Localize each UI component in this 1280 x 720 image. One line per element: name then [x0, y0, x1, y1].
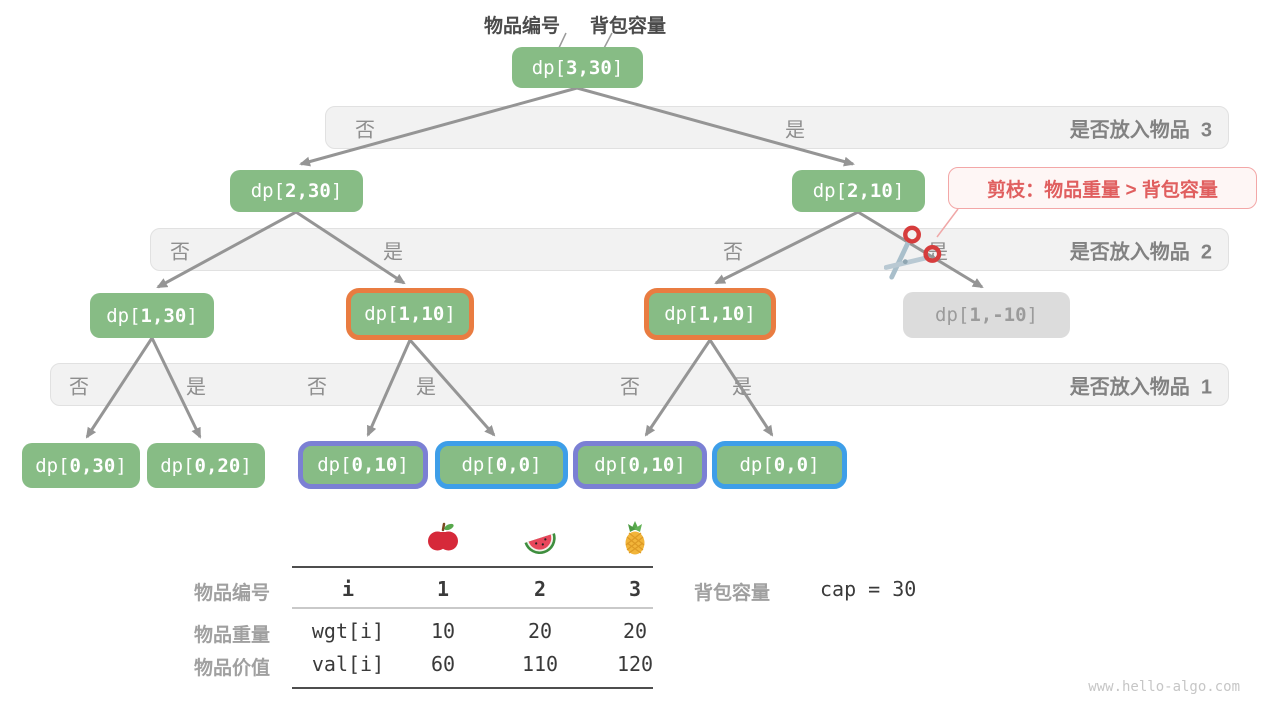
tree-node-dp-2-10: dp[2,10] — [792, 170, 925, 212]
tree-node-dp-0-10-highlight-purple: dp[0,10] — [573, 441, 707, 489]
node-text: dp[ — [531, 56, 567, 79]
node-text: dp[ — [364, 303, 399, 325]
node-value: 0,20 — [194, 454, 241, 477]
node-text: ] — [1026, 304, 1038, 326]
node-text: ] — [444, 303, 456, 325]
tree-node-dp-0-0-highlight-blue: dp[0,0] — [712, 441, 847, 489]
table-cell: 60 — [430, 652, 456, 676]
decision-label-no: 否 — [355, 119, 375, 141]
node-text: dp[ — [594, 454, 629, 476]
table-header-val: val[i] — [311, 652, 385, 676]
node-value: 0,10 — [628, 454, 675, 476]
table-header-i: i — [341, 577, 355, 601]
tree-node-dp-0-0-highlight-blue: dp[0,0] — [435, 441, 568, 489]
node-value: 0,30 — [69, 454, 116, 477]
pineapple-icon — [625, 521, 645, 555]
table-cell: 10 — [430, 619, 456, 643]
node-value: 2,10 — [847, 180, 893, 202]
item-number-label: 物品编号 — [484, 16, 561, 37]
table-cell: 120 — [616, 652, 654, 676]
node-value: 1,30 — [140, 304, 187, 327]
tree-node-dp-0-20: dp[0,20] — [147, 443, 265, 488]
node-value: 1,10 — [398, 303, 445, 325]
table-header-wgt: wgt[i] — [311, 619, 385, 643]
tree-node-dp-1-10-highlight-orange: dp[1,10] — [346, 288, 474, 340]
node-text: ] — [240, 454, 252, 477]
table-row-label-item-value: 物品价值 — [193, 658, 270, 679]
table-cell: 2 — [533, 577, 547, 601]
node-text: dp[ — [317, 454, 352, 476]
table-cell: 1 — [436, 577, 450, 601]
decision-label-no: 否 — [170, 241, 190, 263]
decision-label-yes: 是 — [785, 119, 805, 141]
node-text: ] — [808, 454, 820, 476]
table-cell: 20 — [622, 619, 648, 643]
node-text: ] — [744, 303, 756, 325]
apple-icon — [428, 522, 458, 551]
node-value: 0,0 — [773, 454, 809, 476]
decision-bar-title: 是否放入物品 2 — [1069, 241, 1212, 263]
node-text: ] — [330, 180, 343, 202]
tree-node-dp-2-30: dp[2,30] — [230, 170, 363, 212]
node-text: ] — [186, 304, 198, 327]
tree-edges — [85, 32, 984, 439]
table-row-label-item-number: 物品编号 — [193, 583, 270, 604]
node-value: 2,30 — [285, 180, 331, 202]
node-text: dp[ — [461, 454, 496, 476]
tree-node-dp-1-neg10-pruned: dp[1,-10] — [903, 292, 1070, 338]
node-value: 3,30 — [566, 56, 612, 79]
table-cell: 110 — [521, 652, 559, 676]
capacity-label: 背包容量 — [590, 16, 667, 37]
node-text: ] — [611, 56, 624, 79]
decision-label-no: 否 — [620, 376, 640, 398]
watermelon-icon — [524, 533, 556, 554]
decision-label-no: 否 — [723, 241, 743, 263]
node-value: 0,10 — [351, 454, 398, 476]
decision-label-yes: 是 — [186, 376, 206, 398]
table-cell: 3 — [628, 577, 642, 601]
decision-label-yes: 是 — [416, 376, 436, 398]
tree-node-dp-1-30: dp[1,30] — [90, 293, 214, 338]
decision-bar-title: 是否放入物品 3 — [1069, 119, 1212, 141]
decision-bar-title: 是否放入物品 1 — [1069, 376, 1212, 398]
table-rule-bottom — [292, 687, 653, 689]
tree-node-dp-0-10-highlight-purple: dp[0,10] — [298, 441, 428, 489]
table-rule-mid — [292, 607, 653, 609]
table-row-label-item-weight: 物品重量 — [193, 625, 270, 646]
node-text: ] — [115, 454, 127, 477]
table-cell: 20 — [527, 619, 553, 643]
prune-annotation: 剪枝：物品重量 > 背包容量 — [948, 167, 1257, 209]
node-value: 1,-10 — [969, 304, 1027, 326]
node-text: dp[ — [106, 304, 141, 327]
node-text: dp[ — [35, 454, 70, 477]
root-annotation: 物品编号 背包容量 — [484, 11, 666, 38]
node-text: dp[ — [812, 180, 848, 202]
node-text: ] — [530, 454, 542, 476]
watermark: www.hello-algo.com — [1088, 679, 1240, 695]
decision-label-yes: 是 — [383, 241, 403, 263]
tree-node-dp-3-30: dp[3,30] — [512, 47, 643, 88]
node-text: dp[ — [250, 180, 286, 202]
node-text: dp[ — [664, 303, 699, 325]
scissors-icon — [884, 225, 942, 280]
decision-label-no: 否 — [307, 376, 327, 398]
node-value: 0,0 — [495, 454, 531, 476]
node-text: dp[ — [739, 454, 774, 476]
node-value: 1,10 — [698, 303, 745, 325]
node-text: dp[ — [935, 304, 970, 326]
decision-bar-item-1: 否 是 否 是 否 是 是否放入物品 1 — [50, 363, 1229, 406]
decision-label-no: 否 — [69, 376, 89, 398]
node-text: ] — [674, 454, 686, 476]
prune-annotation-text: 剪枝：物品重量 > 背包容量 — [987, 179, 1218, 201]
node-text: dp[ — [160, 454, 195, 477]
tree-node-dp-1-10-highlight-orange: dp[1,10] — [644, 288, 776, 340]
table-rule-top — [292, 566, 653, 568]
node-text: ] — [397, 454, 409, 476]
node-text: ] — [892, 180, 905, 202]
capacity-note-value: cap = 30 — [820, 577, 917, 601]
tree-node-dp-0-30: dp[0,30] — [22, 443, 140, 488]
capacity-note-label: 背包容量 — [694, 583, 771, 604]
